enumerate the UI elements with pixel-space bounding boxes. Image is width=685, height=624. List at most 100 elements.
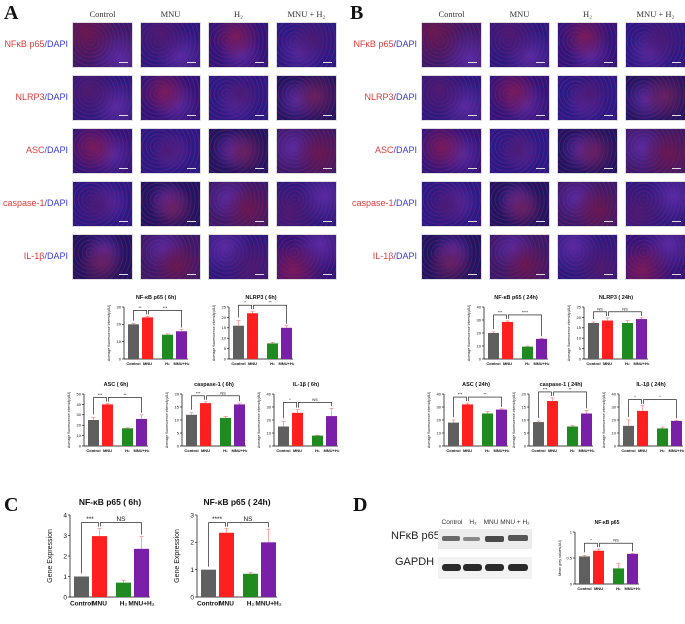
scale-bar — [255, 220, 264, 222]
chart-caspase1-6h-fluorescence: caspase-1 ( 6h) 0 5 10 15 20 Average fluoresce… — [158, 380, 248, 462]
x-tick-label: MNU — [638, 448, 647, 453]
stain-separator: / — [44, 92, 47, 102]
y-tick-label: 10 — [117, 339, 122, 344]
stain-separator: / — [44, 39, 47, 49]
significance-bracket — [191, 395, 205, 410]
scale-bar — [468, 273, 477, 275]
stain-label-blue: DAPI — [395, 92, 417, 102]
bar — [74, 576, 89, 597]
significance-bracket — [238, 304, 252, 318]
panel-letter-b: B — [350, 2, 364, 24]
significance-bracket — [453, 396, 467, 417]
significance-bracket — [538, 391, 552, 419]
y-axis-label: Average fluorescence intensity(AU) — [512, 392, 516, 448]
x-tick-label: H₂ — [660, 448, 665, 453]
significance-bracket — [508, 314, 542, 337]
y-axis-label: Average fluorescence intensity(AU) — [427, 392, 431, 448]
fluorescence-micrograph — [557, 75, 618, 121]
y-tick-label: 40 — [267, 391, 272, 396]
row-label: IL-1β/DAPI — [2, 251, 68, 261]
scale-bar — [468, 61, 477, 63]
y-axis-label: Average fluorescence intensity(AU) — [257, 392, 261, 448]
x-tick-label: H₂ — [616, 586, 621, 591]
panel-letter-a: A — [4, 2, 19, 24]
fluorescence-micrograph — [625, 181, 685, 227]
bar — [116, 582, 131, 597]
y-tick-label: 10 — [477, 343, 482, 348]
x-tick-label: MNU+H₂ — [668, 448, 684, 453]
bar — [243, 573, 258, 597]
y-axis-label: Gene Expression — [47, 529, 54, 583]
fluorescence-micrograph — [276, 181, 337, 227]
significance-label: **** — [212, 516, 223, 523]
bar — [522, 346, 533, 359]
bar — [128, 324, 139, 359]
y-axis-label: Average fluorescence intensity(AU) — [107, 305, 111, 361]
scale-bar — [468, 167, 477, 169]
fluorescence-micrograph — [557, 234, 618, 280]
fluorescence-micrograph — [140, 128, 201, 174]
y-tick-label: 10 — [222, 336, 227, 341]
fluorescence-micrograph — [276, 234, 337, 280]
bar — [122, 428, 133, 446]
chart-nlrp3-6h-fluorescence: NLRP3 ( 6h) 0 5 10 15 20 25 Average fluorescenc… — [205, 293, 295, 375]
significance-bracket — [593, 311, 607, 319]
y-tick-label: 30 — [477, 317, 482, 322]
y-tick-label: 20 — [612, 417, 617, 422]
x-tick-label: MNU — [594, 586, 603, 591]
stain-separator: / — [393, 39, 396, 49]
row-label: NLRP3/DAPI — [351, 92, 417, 102]
y-tick-label: 10 — [522, 417, 527, 422]
chart-title: NF-κB p65 ( 24h) — [203, 497, 270, 507]
significance-bracket — [553, 391, 587, 409]
x-tick-label: MNU — [103, 448, 112, 453]
x-tick-label: H₂ — [485, 448, 490, 453]
significance-label: ** — [483, 392, 487, 397]
stain-label-red: IL-1β — [23, 251, 45, 261]
row-label: ASC/DAPI — [351, 145, 417, 155]
significance-bracket — [493, 314, 507, 329]
bar — [134, 548, 149, 597]
fluorescence-micrograph — [421, 234, 482, 280]
x-tick-label: MNU+H₂ — [128, 601, 154, 608]
y-tick-label: 15 — [175, 404, 180, 409]
y-tick-label: 4 — [63, 512, 67, 519]
fluorescence-micrograph — [72, 181, 133, 227]
y-tick-label: 40 — [437, 391, 442, 396]
y-tick-label: 1 — [570, 529, 573, 534]
scale-bar — [119, 220, 128, 222]
stain-label-red: NLRP3 — [15, 92, 45, 102]
stain-separator: / — [44, 198, 47, 208]
stain-label-red: NFκB p65 — [353, 39, 394, 49]
y-tick-label: 0.5 — [566, 555, 572, 560]
scale-bar — [323, 114, 332, 116]
bar — [581, 413, 592, 446]
scale-bar — [468, 114, 477, 116]
blot-lane-label: MNU + H₂ — [500, 519, 530, 526]
y-tick-label: 0 — [269, 443, 272, 448]
bar — [292, 412, 303, 446]
bar — [482, 413, 493, 446]
x-tick-label: MNU+H₂ — [231, 448, 247, 453]
fluorescence-micrograph — [208, 234, 269, 280]
fluorescence-micrograph — [557, 22, 618, 68]
bar — [201, 569, 216, 597]
significance-label: NS — [116, 516, 126, 523]
significance-bracket — [628, 399, 642, 417]
y-tick-label: 15 — [577, 325, 582, 330]
fluorescence-micrograph — [72, 234, 133, 280]
x-tick-label: MNU — [92, 601, 107, 608]
y-tick-label: 15 — [222, 325, 227, 330]
y-tick-label: 20 — [117, 322, 122, 327]
y-tick-label: 40 — [612, 391, 617, 396]
scale-bar — [672, 220, 681, 222]
chart-nfkb-western-quantification: NF-κB p65 0 0.5 1 Mean grey values(AU) Contro… — [553, 514, 641, 604]
x-tick-label: MNU+H₂ — [493, 448, 509, 453]
bar — [502, 321, 513, 359]
y-tick-label: 0 — [570, 581, 573, 586]
scale-bar — [536, 114, 545, 116]
x-tick-label: Control — [86, 448, 100, 453]
significance-label: * — [659, 394, 661, 399]
bar — [267, 343, 278, 359]
x-tick-label: MNU+H₂ — [173, 361, 189, 366]
